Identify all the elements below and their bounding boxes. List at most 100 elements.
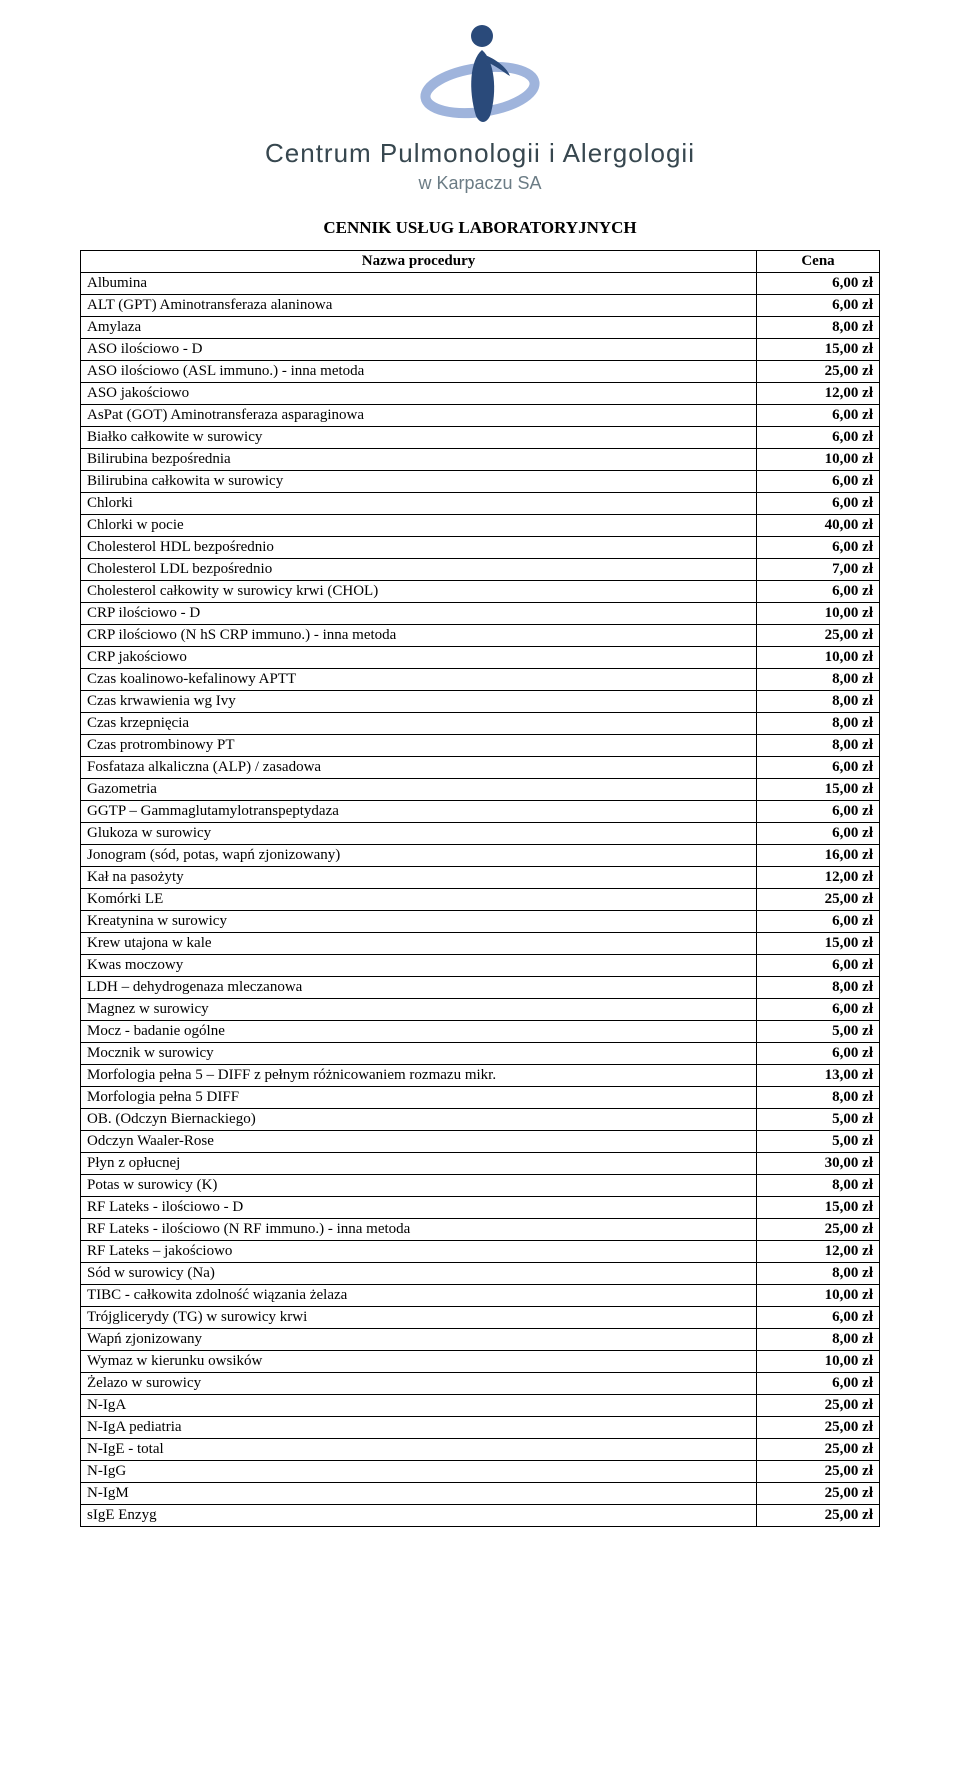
procedure-price: 6,00 zł: [757, 801, 880, 823]
procedure-name: ASO ilościowo - D: [81, 339, 757, 361]
procedure-price: 16,00 zł: [757, 845, 880, 867]
table-row: Chlorki6,00 zł: [81, 493, 880, 515]
procedure-name: Wymaz w kierunku owsików: [81, 1351, 757, 1373]
procedure-name: RF Lateks - ilościowo (N RF immuno.) - i…: [81, 1219, 757, 1241]
price-table: Nazwa procedury Cena Albumina6,00 złALT …: [80, 250, 880, 1527]
procedure-price: 25,00 zł: [757, 1395, 880, 1417]
procedure-price: 25,00 zł: [757, 1461, 880, 1483]
org-name: Centrum Pulmonologii i Alergologii: [80, 138, 880, 169]
procedure-price: 8,00 zł: [757, 317, 880, 339]
procedure-price: 8,00 zł: [757, 1329, 880, 1351]
procedure-name: Kał na pasożyty: [81, 867, 757, 889]
procedure-name: N-IgE - total: [81, 1439, 757, 1461]
procedure-name: Glukoza w surowicy: [81, 823, 757, 845]
procedure-price: 15,00 zł: [757, 933, 880, 955]
procedure-price: 10,00 zł: [757, 647, 880, 669]
procedure-name: GGTP – Gammaglutamylotranspeptydaza: [81, 801, 757, 823]
procedure-price: 13,00 zł: [757, 1065, 880, 1087]
procedure-price: 8,00 zł: [757, 691, 880, 713]
table-row: Cholesterol LDL bezpośrednio7,00 zł: [81, 559, 880, 581]
procedure-name: Czas krwawienia wg Ivy: [81, 691, 757, 713]
procedure-price: 8,00 zł: [757, 669, 880, 691]
procedure-name: LDH – dehydrogenaza mleczanowa: [81, 977, 757, 999]
table-row: Cholesterol HDL bezpośrednio6,00 zł: [81, 537, 880, 559]
procedure-name: Czas protrombinowy PT: [81, 735, 757, 757]
procedure-price: 5,00 zł: [757, 1109, 880, 1131]
table-row: Komórki LE25,00 zł: [81, 889, 880, 911]
procedure-price: 25,00 zł: [757, 1505, 880, 1527]
org-subtitle: w Karpaczu SA: [80, 173, 880, 194]
procedure-name: TIBC - całkowita zdolność wiązania żelaz…: [81, 1285, 757, 1307]
procedure-price: 7,00 zł: [757, 559, 880, 581]
procedure-name: RF Lateks - ilościowo - D: [81, 1197, 757, 1219]
procedure-name: Odczyn Waaler-Rose: [81, 1131, 757, 1153]
procedure-price: 12,00 zł: [757, 383, 880, 405]
table-row: Kwas moczowy6,00 zł: [81, 955, 880, 977]
table-row: Cholesterol całkowity w surowicy krwi (C…: [81, 581, 880, 603]
procedure-name: N-IgG: [81, 1461, 757, 1483]
procedure-name: CRP jakościowo: [81, 647, 757, 669]
table-row: Kał na pasożyty12,00 zł: [81, 867, 880, 889]
procedure-name: ASO jakościowo: [81, 383, 757, 405]
procedure-name: AsPat (GOT) Aminotransferaza asparaginow…: [81, 405, 757, 427]
table-row: LDH – dehydrogenaza mleczanowa8,00 zł: [81, 977, 880, 999]
procedure-name: Bilirubina całkowita w surowicy: [81, 471, 757, 493]
procedure-price: 5,00 zł: [757, 1131, 880, 1153]
table-row: Jonogram (sód, potas, wapń zjonizowany)1…: [81, 845, 880, 867]
procedure-name: Płyn z opłucnej: [81, 1153, 757, 1175]
procedure-name: Cholesterol HDL bezpośrednio: [81, 537, 757, 559]
procedure-name: Żelazo w surowicy: [81, 1373, 757, 1395]
procedure-name: Czas krzepnięcia: [81, 713, 757, 735]
procedure-name: Magnez w surowicy: [81, 999, 757, 1021]
procedure-price: 6,00 zł: [757, 471, 880, 493]
table-row: Gazometria15,00 zł: [81, 779, 880, 801]
procedure-name: Kwas moczowy: [81, 955, 757, 977]
procedure-price: 6,00 zł: [757, 1043, 880, 1065]
procedure-name: Gazometria: [81, 779, 757, 801]
table-row: ASO ilościowo (ASL immuno.) - inna metod…: [81, 361, 880, 383]
procedure-price: 15,00 zł: [757, 779, 880, 801]
procedure-price: 10,00 zł: [757, 449, 880, 471]
table-row: ALT (GPT) Aminotransferaza alaninowa6,00…: [81, 295, 880, 317]
procedure-name: Chlorki w pocie: [81, 515, 757, 537]
procedure-price: 6,00 zł: [757, 757, 880, 779]
table-row: Sód w surowicy (Na)8,00 zł: [81, 1263, 880, 1285]
procedure-price: 25,00 zł: [757, 1417, 880, 1439]
procedure-price: 25,00 zł: [757, 1219, 880, 1241]
procedure-price: 12,00 zł: [757, 1241, 880, 1263]
table-row: N-IgE - total25,00 zł: [81, 1439, 880, 1461]
procedure-name: CRP ilościowo (N hS CRP immuno.) - inna …: [81, 625, 757, 647]
procedure-name: ASO ilościowo (ASL immuno.) - inna metod…: [81, 361, 757, 383]
procedure-price: 8,00 zł: [757, 1087, 880, 1109]
procedure-name: Jonogram (sód, potas, wapń zjonizowany): [81, 845, 757, 867]
procedure-price: 6,00 zł: [757, 427, 880, 449]
procedure-price: 8,00 zł: [757, 977, 880, 999]
table-row: Mocznik w surowicy6,00 zł: [81, 1043, 880, 1065]
table-row: RF Lateks - ilościowo (N RF immuno.) - i…: [81, 1219, 880, 1241]
procedure-price: 6,00 zł: [757, 273, 880, 295]
table-row: Czas krwawienia wg Ivy8,00 zł: [81, 691, 880, 713]
table-row: CRP jakościowo10,00 zł: [81, 647, 880, 669]
procedure-price: 25,00 zł: [757, 1439, 880, 1461]
table-row: Wymaz w kierunku owsików10,00 zł: [81, 1351, 880, 1373]
procedure-name: Komórki LE: [81, 889, 757, 911]
table-row: sIgE Enzyg25,00 zł: [81, 1505, 880, 1527]
procedure-price: 6,00 zł: [757, 537, 880, 559]
procedure-price: 40,00 zł: [757, 515, 880, 537]
table-row: N-IgG25,00 zł: [81, 1461, 880, 1483]
procedure-name: Chlorki: [81, 493, 757, 515]
procedure-name: N-IgM: [81, 1483, 757, 1505]
procedure-name: Kreatynina w surowicy: [81, 911, 757, 933]
table-row: Magnez w surowicy6,00 zł: [81, 999, 880, 1021]
table-row: Kreatynina w surowicy6,00 zł: [81, 911, 880, 933]
table-row: Żelazo w surowicy6,00 zł: [81, 1373, 880, 1395]
procedure-name: Białko całkowite w surowicy: [81, 427, 757, 449]
document-title: CENNIK USŁUG LABORATORYJNYCH: [80, 218, 880, 238]
page: Centrum Pulmonologii i Alergologii w Kar…: [0, 0, 960, 1567]
procedure-name: RF Lateks – jakościowo: [81, 1241, 757, 1263]
procedure-name: Mocz - badanie ogólne: [81, 1021, 757, 1043]
procedure-name: N-IgA pediatria: [81, 1417, 757, 1439]
procedure-price: 5,00 zł: [757, 1021, 880, 1043]
table-row: ASO ilościowo - D15,00 zł: [81, 339, 880, 361]
procedure-price: 6,00 zł: [757, 405, 880, 427]
